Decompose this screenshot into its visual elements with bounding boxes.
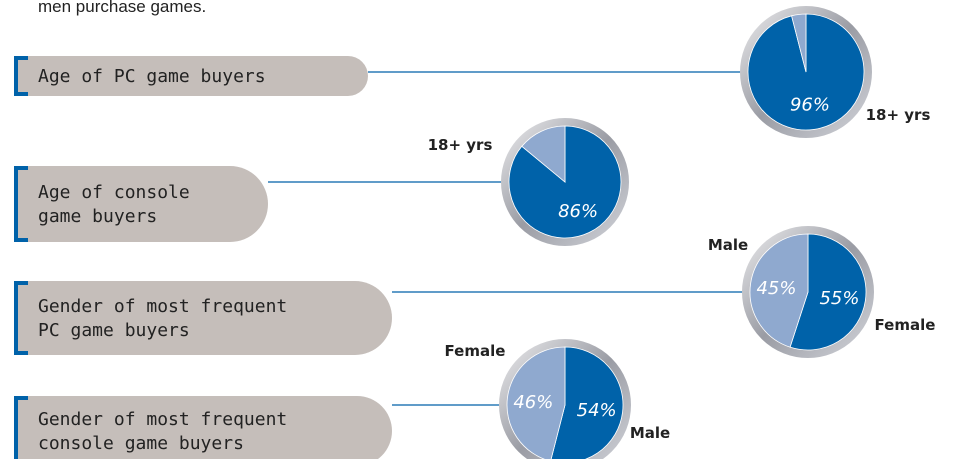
value-label: 86%	[558, 201, 598, 222]
category-label: Female	[875, 316, 936, 334]
category-label: Female	[445, 342, 506, 360]
pie-slice	[791, 13, 807, 73]
pie-ring	[499, 339, 631, 459]
label-text: Gender of most frequent	[38, 409, 287, 430]
label-box	[18, 166, 268, 242]
label-box	[18, 56, 368, 96]
value-label: 46%	[513, 392, 553, 413]
label-box	[18, 281, 392, 355]
label-box	[18, 396, 392, 459]
label-text: PC game buyers	[38, 320, 190, 341]
pie-slice	[506, 346, 566, 459]
pie-slice	[550, 346, 624, 459]
pie-slice	[789, 233, 867, 351]
label-bracket	[14, 166, 28, 242]
pie-ring	[501, 118, 629, 246]
label-bracket	[14, 56, 28, 96]
value-label: 45%	[756, 278, 796, 299]
pie-slice	[521, 125, 566, 183]
label-text: game buyers	[38, 206, 157, 227]
category-label: Male	[708, 236, 748, 254]
label-text: Age of PC game buyers	[38, 66, 266, 87]
label-text: Age of console	[38, 182, 190, 203]
value-label: 54%	[577, 400, 617, 421]
value-label: 96%	[790, 95, 830, 116]
category-label: Male	[630, 424, 670, 442]
value-label: 55%	[819, 288, 859, 309]
label-text: Gender of most frequent	[38, 296, 287, 317]
label-bracket	[14, 396, 28, 459]
pie-slice	[749, 233, 809, 348]
pie-ring	[742, 226, 874, 358]
label-text: console game buyers	[38, 433, 244, 454]
category-label: 18+ yrs	[866, 106, 931, 124]
label-bracket	[14, 281, 28, 355]
caption: men purchase games.	[38, 0, 206, 16]
category-label: 18+ yrs	[428, 136, 493, 154]
pie-ring	[740, 6, 872, 138]
